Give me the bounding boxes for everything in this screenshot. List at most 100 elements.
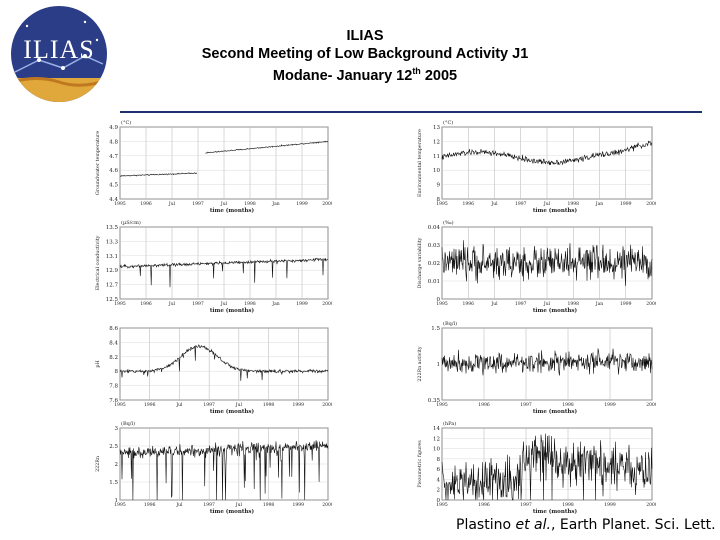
p3-y-axis-label: Electrical conductivity [95, 235, 101, 290]
title-line-3: Modane- January 12th 2005 [130, 63, 600, 85]
p1-y-tick-label: 4.5 [109, 183, 118, 189]
p1-x-tick-label: 1996 [140, 201, 152, 207]
p4-x-tick-label: Jan [595, 301, 603, 307]
p6-y-tick-label: 1 [437, 362, 441, 368]
p5-y-tick-label: 7.6 [109, 398, 118, 404]
p1-y-tick-label: 4.9 [109, 125, 118, 131]
p7-y-tick-label: 3 [115, 426, 119, 432]
p1-x-tick-label: 1995 [114, 201, 126, 207]
p8-y-axis-label: Piezometric figures [417, 440, 423, 488]
p5-y-tick-label: 8 [115, 369, 119, 375]
p1-x-tick-label: 1999 [296, 201, 308, 207]
p2-unit-label: (°C) [443, 119, 453, 126]
p3-y-tick-label: 13.3 [106, 239, 119, 245]
p3-x-tick-label: Jul [168, 301, 176, 307]
p7-x-tick-label: 1999 [293, 502, 305, 508]
p8-x-tick-label: 1998 [562, 502, 574, 508]
p1-y-axis-label: Groundwater temperature [95, 131, 101, 195]
p8-unit-label: (hPa) [443, 420, 456, 427]
p8-y-tick-label: 0 [437, 498, 441, 504]
p6-series-line [441, 348, 653, 376]
p3-series-line [119, 257, 329, 288]
p5-x-tick-label: 1996 [144, 402, 156, 408]
p1-series-line [119, 172, 197, 177]
p4-unit-label: (‰) [443, 219, 454, 226]
p7-y-tick-label: 1 [115, 498, 119, 504]
p5-frame [119, 327, 329, 401]
p2-x-tick-label: 1997 [515, 201, 527, 207]
p2-x-tick-label: Jul [490, 201, 498, 207]
p6-x-tick-label: 1995 [436, 402, 448, 408]
p8-x-tick-label: 1995 [436, 502, 448, 508]
p6-unit-label: (Bq/l) [443, 320, 457, 327]
title-line-3-suffix: 2005 [420, 67, 458, 84]
p3-x-tick-label: 1998 [244, 301, 256, 307]
p2-y-tick-label: 9 [437, 183, 441, 189]
p8-y-tick-label: 10 [433, 447, 440, 453]
p5-series-line [119, 344, 329, 381]
p5-x-tick-label: 1998 [263, 402, 275, 408]
p7-y-tick-label: 2.5 [109, 444, 118, 450]
p8-x-tick-label: 1997 [520, 502, 532, 508]
p3-x-tick-label: 1997 [192, 301, 204, 307]
p4-y-axis-label: Discharge variability [417, 237, 423, 288]
p1-x-axis-label: time (months) [210, 207, 255, 214]
p6-y-axis-label: 222Rn activity [417, 346, 423, 382]
p3-x-tick-label: Jul [220, 301, 228, 307]
p5-y-axis-label: pH [95, 360, 101, 367]
p2-x-axis-label: time (months) [533, 207, 578, 214]
p3-x-tick-label: Jan [271, 301, 279, 307]
p6-y-tick-label: 1.5 [431, 326, 440, 332]
p5-x-tick-label: 1995 [114, 402, 126, 408]
p6-x-tick-label: 1999 [604, 402, 616, 408]
p3-y-tick-label: 13.5 [106, 225, 119, 231]
p4-x-tick-label: 1995 [436, 301, 448, 307]
p4-x-tick-label: Jul [543, 301, 551, 307]
p3-y-tick-label: 12.9 [106, 268, 119, 274]
p3-y-tick-label: 13.1 [106, 254, 118, 260]
p2-y-tick-label: 8 [437, 197, 441, 203]
p6-x-tick-label: 1996 [478, 402, 490, 408]
p6-x-tick-label: 1998 [562, 402, 574, 408]
p8-y-tick-label: 8 [437, 457, 441, 463]
p5-y-tick-label: 7.8 [109, 384, 118, 390]
p1-series-line [205, 140, 329, 154]
p7-x-tick-label: Jul [175, 502, 183, 508]
p8-x-axis-label: time (months) [533, 508, 578, 515]
p7-unit-label: (Bq/l) [121, 420, 135, 427]
p8-series-line [441, 433, 653, 501]
title-line-3-sup: th [412, 66, 421, 76]
p8-x-tick-label: 1996 [478, 502, 490, 508]
title-line-1: ILIAS [346, 28, 384, 44]
p8-y-tick-label: 2 [437, 488, 441, 494]
p5-y-tick-label: 8.4 [109, 340, 118, 346]
citation-rest: , Earth Planet. Sci. Lett. [550, 517, 716, 533]
p2-y-tick-label: 12 [433, 139, 440, 145]
p7-series-line [119, 440, 329, 501]
p3-y-tick-label: 12.5 [106, 297, 119, 303]
p4-y-tick-label: 0 [437, 297, 441, 303]
header-divider [120, 111, 702, 113]
citation-etal: et al. [515, 517, 551, 533]
p5-y-tick-label: 8.6 [109, 326, 118, 332]
p7-x-tick-label: 1997 [203, 502, 215, 508]
p1-y-tick-label: 4.8 [109, 139, 118, 145]
p2-y-tick-label: 13 [433, 125, 440, 131]
p2-y-axis-label: Environmental temperature [417, 129, 423, 197]
p5-x-tick-label: Jul [235, 402, 243, 408]
p5-x-tick-label: Jul [175, 402, 183, 408]
p7-x-axis-label: time (months) [210, 508, 255, 515]
